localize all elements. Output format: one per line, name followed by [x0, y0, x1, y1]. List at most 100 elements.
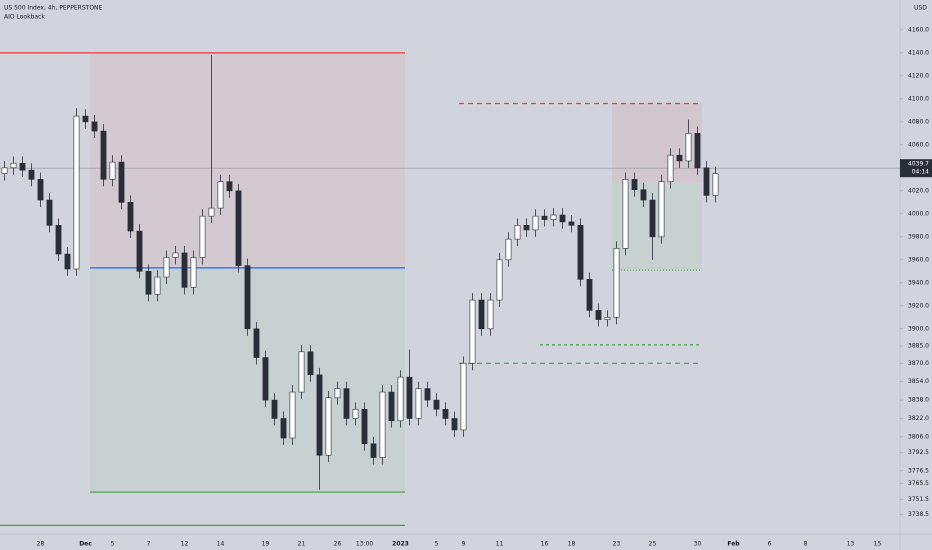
candle-body	[82, 115, 89, 123]
y-tick-label: 3870.0	[908, 360, 929, 367]
candle-body	[469, 299, 476, 364]
candle-body	[676, 154, 683, 162]
candle-body	[145, 271, 152, 295]
candle-body	[244, 265, 251, 330]
candle-body	[163, 257, 170, 278]
indicator-name: AIO Lookback	[4, 14, 45, 21]
y-tick-label: 4060.0	[908, 141, 929, 148]
x-tick-label: 13:00	[356, 541, 373, 548]
candle-body	[568, 221, 575, 226]
candle-body	[109, 161, 116, 180]
x-tick-label: Feb	[727, 541, 740, 548]
y-tick-label: 3960.0	[908, 256, 929, 263]
x-tick-label: 13	[847, 541, 855, 548]
x-tick-label: 15	[874, 541, 882, 548]
candle-body	[622, 179, 629, 249]
candle-body	[487, 299, 494, 330]
y-tick-label: 3980.0	[908, 233, 929, 240]
y-tick-label: 3776.5	[908, 467, 929, 474]
candle-body	[289, 391, 296, 439]
candle-body	[10, 162, 17, 169]
candle-body	[442, 408, 449, 419]
candle-body	[631, 179, 638, 190]
x-tick-label: 14	[217, 541, 225, 548]
candle-body	[55, 225, 62, 255]
y-tick-label: 4140.0	[908, 49, 929, 56]
x-tick-label: 28	[37, 541, 45, 548]
y-tick-label: 4000.0	[908, 210, 929, 217]
candle-body	[379, 391, 386, 458]
y-tick-label: 3940.0	[908, 279, 929, 286]
y-tick-label: 3854.0	[908, 378, 929, 385]
y-tick-label: 4160.0	[908, 26, 929, 33]
y-tick-label: 3838.0	[908, 397, 929, 404]
candle-body	[172, 252, 179, 258]
candle-body	[226, 181, 233, 192]
candle-body	[46, 199, 53, 226]
candle-body	[424, 388, 431, 401]
candle-body	[640, 189, 647, 201]
candle-body	[370, 443, 377, 458]
y-tick-label: 3900.0	[908, 325, 929, 332]
y-tick-label: 3765.5	[908, 480, 929, 487]
y-tick-label: 3822.0	[908, 415, 929, 422]
candle-body	[136, 230, 143, 272]
candle-body	[100, 130, 107, 180]
candle-body	[415, 388, 422, 419]
candle-body	[703, 167, 710, 196]
candle-body	[523, 225, 530, 231]
candle-body	[64, 253, 71, 270]
candle-body	[37, 179, 44, 201]
x-tick-label: 7	[147, 541, 151, 548]
y-tick-label: 4100.0	[908, 95, 929, 102]
candle-body	[190, 257, 197, 288]
x-tick-label: 26	[334, 541, 342, 548]
candle-body	[541, 215, 548, 220]
candle-body	[460, 362, 467, 431]
x-tick-label: 5	[111, 541, 115, 548]
x-tick-label: 9	[462, 541, 466, 548]
x-tick-label: 21	[298, 541, 306, 548]
y-tick-label: 4020.0	[908, 187, 929, 194]
candle-body	[307, 351, 314, 376]
candle-body	[280, 418, 287, 439]
candle-body	[343, 388, 350, 419]
candle-body	[649, 199, 656, 238]
candle-body	[577, 225, 584, 280]
candle-body	[316, 374, 323, 456]
candle-body	[559, 214, 566, 223]
last-price-label: 4039.7	[908, 161, 929, 168]
chart-title: US 500 Index, 4h, PEPPERSTONE	[4, 5, 103, 12]
candle-body	[73, 115, 80, 270]
x-tick-label: 19	[262, 541, 270, 548]
candle-body	[262, 357, 269, 401]
x-tick-label: 6	[768, 541, 772, 548]
x-tick-label: 23	[613, 541, 621, 548]
x-tick-label: Dec	[79, 541, 92, 548]
candle-body	[199, 215, 206, 258]
candle-body	[181, 252, 188, 288]
candle-body	[19, 162, 26, 171]
x-tick-label: 18	[568, 541, 576, 548]
candle-body	[532, 215, 539, 231]
y-tick-label: 3920.0	[908, 302, 929, 309]
candle-body	[586, 279, 593, 311]
candle-body	[433, 399, 440, 410]
x-tick-label: 30	[694, 541, 702, 548]
candle-body	[298, 351, 305, 393]
candle-body	[118, 161, 125, 203]
candle-body	[28, 169, 35, 180]
candle-body	[451, 418, 458, 431]
candle-body	[406, 376, 413, 419]
candle-body	[154, 276, 161, 295]
x-tick-label: 2023	[392, 541, 409, 548]
x-tick-label: 8	[804, 541, 808, 548]
y-tick-label: 3792.5	[908, 449, 929, 456]
candle-body	[550, 214, 557, 220]
candle-body	[325, 397, 332, 456]
currency: USD	[914, 5, 927, 12]
candle-body	[694, 133, 701, 169]
last-price-box	[900, 159, 932, 178]
candle-body	[271, 399, 278, 419]
